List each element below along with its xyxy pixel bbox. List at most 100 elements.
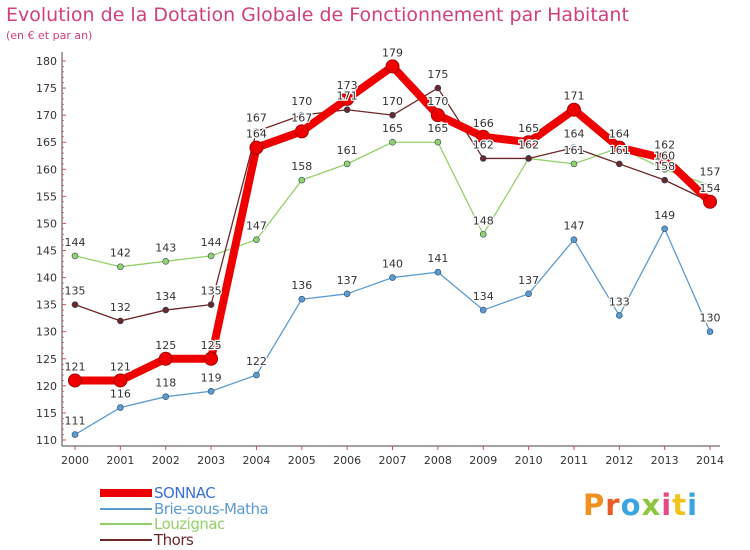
y-tick-label: 120 <box>36 380 57 393</box>
x-tick-label: 2003 <box>197 454 225 467</box>
data-point-brie-sous-matha <box>117 404 124 411</box>
data-label-sonnac: 166 <box>473 117 494 130</box>
data-point-brie-sous-matha <box>661 225 668 233</box>
data-point-brie-sous-matha <box>616 312 623 319</box>
data-label-sonnac: 164 <box>246 128 267 141</box>
data-label-brie-sous-matha: 147 <box>563 220 584 233</box>
legend-swatch-louzignac <box>100 523 152 525</box>
data-label-brie-sous-matha: 119 <box>201 371 222 384</box>
data-label-louzignac: 160 <box>654 149 675 162</box>
data-point-louzignac <box>434 138 442 146</box>
data-label-louzignac: 161 <box>337 144 358 157</box>
data-point-sonnac <box>430 108 445 123</box>
data-point-brie-sous-matha <box>253 371 260 379</box>
chart-title: Evolution de la Dotation Globale de Fonc… <box>6 4 629 26</box>
data-point-sonnac <box>158 351 173 366</box>
x-tick-label: 2004 <box>242 454 270 467</box>
legend-label-louzignac: Louzignac <box>154 515 225 533</box>
legend-swatch-brie-sous-matha <box>100 507 152 510</box>
data-label-brie-sous-matha: 122 <box>246 355 267 368</box>
data-label-louzignac: 157 <box>700 166 721 179</box>
data-point-louzignac <box>389 138 396 146</box>
data-label-thors: 132 <box>110 301 131 314</box>
data-point-sonnac <box>249 140 264 155</box>
data-point-sonnac <box>113 373 128 388</box>
data-label-sonnac: 167 <box>291 111 312 124</box>
data-label-louzignac: 165 <box>427 122 448 135</box>
data-label-sonnac: 125 <box>155 339 176 352</box>
data-label-louzignac: 142 <box>110 247 131 260</box>
data-label-brie-sous-matha: 137 <box>337 274 358 287</box>
y-tick-label: 145 <box>36 245 57 258</box>
data-label-brie-sous-matha: 141 <box>427 252 448 265</box>
x-tick-label: 2008 <box>424 454 452 467</box>
data-label-sonnac: 170 <box>427 95 448 108</box>
data-point-thors <box>434 84 442 92</box>
data-point-thors <box>389 111 396 119</box>
y-tick-label: 140 <box>36 272 57 285</box>
data-label-thors: 171 <box>337 90 358 103</box>
data-point-brie-sous-matha <box>207 387 215 395</box>
data-label-louzignac: 164 <box>609 128 630 141</box>
data-point-sonnac <box>385 59 400 74</box>
y-tick-label: 165 <box>36 136 57 149</box>
logo-letter: t <box>672 488 688 522</box>
data-point-louzignac <box>207 252 215 260</box>
data-label-sonnac: 179 <box>382 46 403 59</box>
x-tick-label: 2014 <box>696 454 724 467</box>
x-tick-label: 2009 <box>469 454 497 467</box>
y-tick-label: 155 <box>36 190 57 203</box>
legend-label-brie-sous-matha: Brie-sous-Matha <box>154 499 269 518</box>
x-tick-label: 2005 <box>288 454 316 467</box>
data-label-brie-sous-matha: 118 <box>155 377 176 390</box>
x-tick-label: 2002 <box>152 454 180 467</box>
data-point-brie-sous-matha <box>525 290 532 298</box>
data-label-sonnac: 121 <box>65 360 86 373</box>
data-point-sonnac <box>68 373 82 388</box>
data-label-sonnac: 154 <box>700 182 721 195</box>
logo-letter: P <box>583 488 606 522</box>
data-point-sonnac <box>204 351 219 366</box>
y-tick-label: 175 <box>36 82 57 95</box>
data-label-brie-sous-matha: 133 <box>609 295 630 308</box>
data-label-brie-sous-matha: 137 <box>518 274 539 287</box>
data-label-thors: 164 <box>563 128 584 141</box>
data-label-brie-sous-matha: 136 <box>291 279 312 292</box>
data-point-thors <box>117 317 124 325</box>
x-tick-label: 2011 <box>560 454 588 467</box>
data-point-brie-sous-matha <box>162 393 170 400</box>
data-point-sonnac <box>566 102 581 117</box>
data-label-sonnac: 121 <box>110 360 131 373</box>
data-label-thors: 175 <box>427 68 448 81</box>
data-point-sonnac <box>294 124 309 139</box>
data-label-sonnac: 173 <box>337 79 358 92</box>
logo-letter: r <box>605 488 621 522</box>
data-point-sonnac <box>657 151 672 166</box>
data-label-brie-sous-matha: 116 <box>110 388 131 401</box>
data-label-louzignac: 165 <box>382 122 403 135</box>
y-tick-label: 170 <box>36 109 57 122</box>
data-point-louzignac <box>162 258 170 265</box>
data-label-thors: 154 <box>700 182 721 195</box>
data-point-thors <box>479 155 487 162</box>
data-label-sonnac: 171 <box>563 90 584 103</box>
x-tick-label: 2000 <box>61 454 89 467</box>
legend-label-thors: Thors <box>154 530 194 549</box>
legend-swatch-sonnac <box>100 489 152 497</box>
data-point-brie-sous-matha <box>706 328 714 336</box>
data-label-sonnac: 125 <box>201 339 222 352</box>
data-point-sonnac <box>703 194 718 209</box>
y-tick-label: 135 <box>36 299 57 312</box>
data-point-brie-sous-matha <box>343 290 351 298</box>
chart-subtitle: (en € et par an) <box>6 29 93 42</box>
data-label-sonnac: 162 <box>654 138 675 151</box>
data-point-louzignac <box>479 230 487 238</box>
data-label-louzignac: 147 <box>246 220 267 233</box>
data-label-louzignac: 158 <box>291 160 312 173</box>
data-label-louzignac: 144 <box>65 236 86 249</box>
data-point-sonnac <box>340 91 355 106</box>
data-point-louzignac <box>570 160 578 168</box>
data-label-louzignac: 162 <box>518 138 539 151</box>
